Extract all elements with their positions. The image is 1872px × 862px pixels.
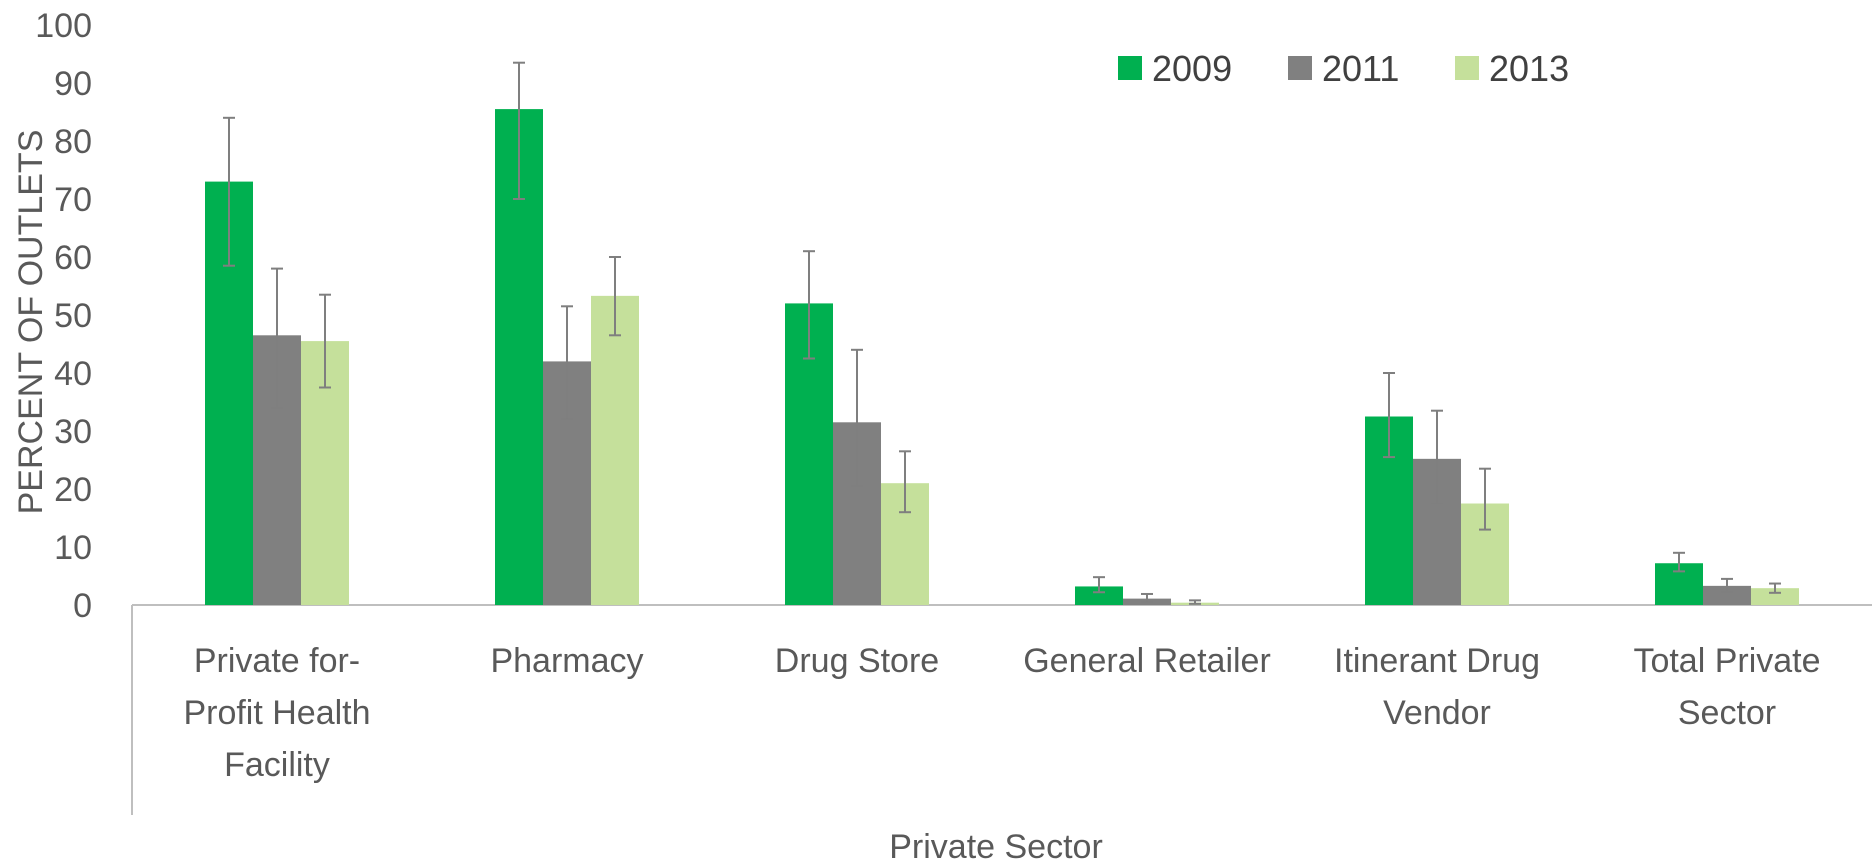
y-tick-label: 20	[54, 471, 92, 509]
legend-label-2013: 2013	[1489, 48, 1569, 89]
y-axis-title: PERCENT OF OUTLETS	[12, 130, 50, 515]
legend-swatch-2009	[1118, 56, 1142, 80]
plot-frame	[131, 604, 1872, 815]
category-label: Private for-Profit Health Facility	[183, 642, 370, 784]
y-tick-label: 80	[54, 123, 92, 161]
y-tick-label: 40	[54, 355, 92, 393]
error-bars	[223, 61, 1781, 605]
category-label: General Retailer	[1023, 642, 1271, 680]
legend-swatch-2011	[1288, 56, 1312, 80]
legend-swatch-2013	[1455, 56, 1479, 80]
bar-2013-1	[591, 295, 639, 605]
legend-label-2011: 2011	[1322, 48, 1399, 89]
bar-2013-5	[1751, 588, 1799, 605]
bar-2011-5	[1703, 585, 1751, 605]
category-labels: Private for-Profit Health Facility Pharmac…	[183, 642, 1820, 784]
y-axis-ticks: 0 10 20 30 40 50 60 70 80 90 100	[35, 7, 92, 625]
y-tick-label: 50	[54, 297, 92, 335]
y-tick-label: 70	[54, 181, 92, 219]
x-axis-title: Private Sector	[889, 828, 1103, 862]
category-label: Itinerant Drug Vendor	[1334, 642, 1540, 732]
y-tick-label: 90	[54, 65, 92, 103]
legend: 2009 2011 2013	[1118, 48, 1569, 89]
y-tick-label: 30	[54, 413, 92, 451]
category-label: Drug Store	[775, 642, 939, 680]
category-label: Pharmacy	[490, 642, 643, 680]
bars	[205, 109, 1799, 605]
y-tick-label: 60	[54, 239, 92, 277]
bar-2009-3	[1075, 586, 1123, 605]
category-label: Total Private Sector	[1633, 642, 1820, 732]
y-tick-label: 10	[54, 529, 92, 567]
y-tick-label: 100	[35, 7, 92, 45]
y-tick-label: 0	[73, 587, 92, 625]
legend-label-2009: 2009	[1152, 48, 1232, 89]
